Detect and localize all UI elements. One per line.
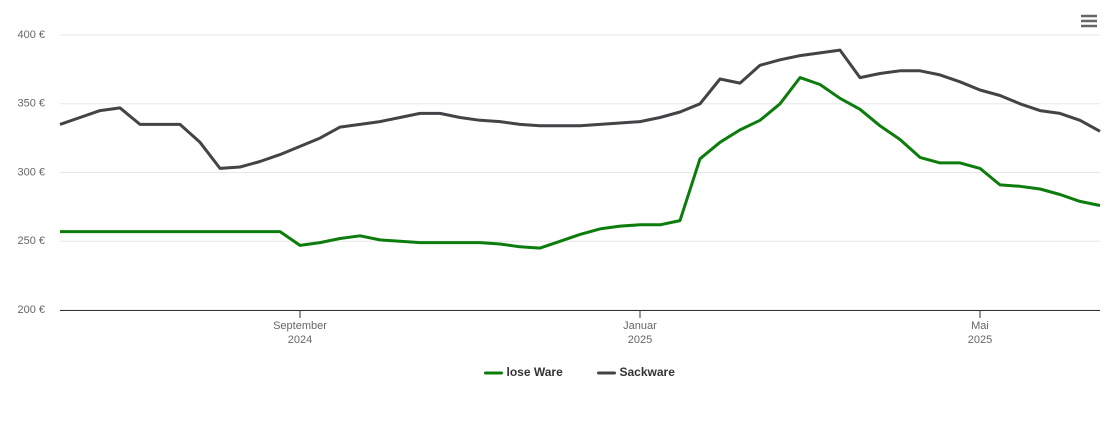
x-tick-label: Januar 2025 [623,320,657,346]
series-line [59,48,1101,170]
y-tick-label: 350 € [17,98,45,110]
legend-item[interactable]: lose Ware [484,365,564,379]
y-tick-label: 300 € [17,166,45,178]
legend-label: Sackware [620,365,676,379]
x-tick-label: September 2024 [273,320,327,346]
legend: lose Ware Sackware [484,365,676,379]
legend-item[interactable]: Sackware [597,365,676,379]
y-tick-label: 400 € [17,29,45,41]
series-line [60,76,1101,250]
menu-button[interactable] [1080,14,1098,30]
y-tick-label: 250 € [17,235,45,247]
legend-label: lose Ware [507,365,564,379]
x-tick-label: Mai 2025 [968,320,992,346]
y-tick-label: 200 € [17,304,45,316]
